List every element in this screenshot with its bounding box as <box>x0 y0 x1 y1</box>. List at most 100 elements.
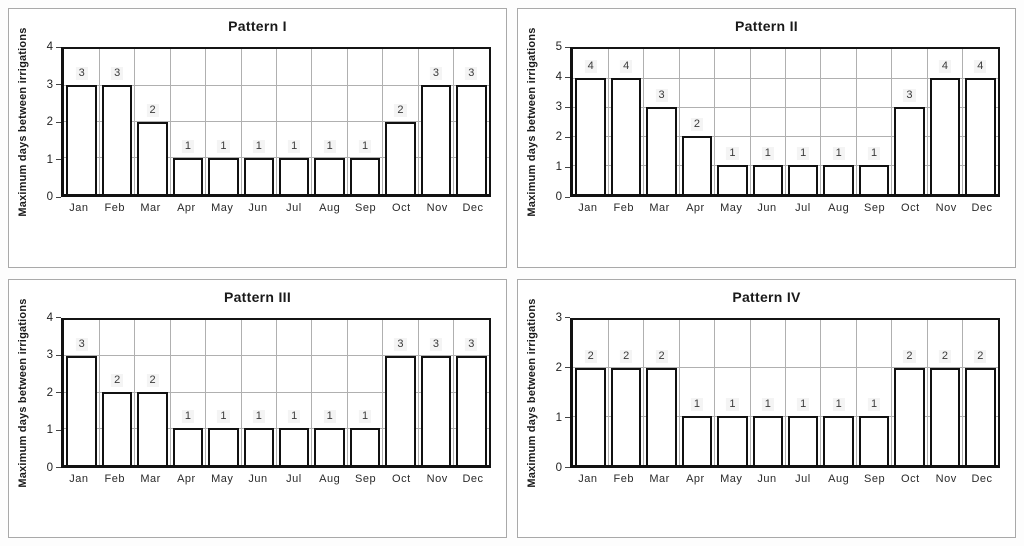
x-tick-label-feb: Feb <box>613 202 634 214</box>
y-tick-mark <box>565 366 570 368</box>
gridline-vertical <box>382 319 384 465</box>
bar-value-label: 1 <box>323 410 336 424</box>
bar-jan <box>66 355 97 465</box>
gridline-vertical <box>785 319 786 465</box>
bar-value-label: 1 <box>797 147 810 160</box>
chart-title: Pattern II <box>735 18 798 34</box>
y-tick-mark <box>565 76 570 78</box>
bar-value-label: 4 <box>938 60 951 73</box>
y-tick-mark <box>56 467 61 468</box>
bar-sep <box>858 165 890 194</box>
gridline-vertical <box>820 319 822 465</box>
y-tick-label: 3 <box>555 101 562 113</box>
y-axis-ticks: 0 1 2 3 <box>546 312 570 474</box>
bar-value-label: 2 <box>620 349 633 363</box>
gridline-vertical <box>98 319 100 465</box>
bar-value-label: 1 <box>358 139 372 153</box>
x-tick-label-may: May <box>720 472 743 485</box>
bar-aug <box>314 428 345 465</box>
bar-value-label: 1 <box>726 147 739 160</box>
gridline-vertical <box>962 319 964 465</box>
x-tick-label-dec: Dec <box>971 202 993 214</box>
bar-value-label: 1 <box>217 139 230 153</box>
bar-value-label: 4 <box>974 60 987 73</box>
bar-value-label: 4 <box>620 60 633 73</box>
y-tick-label: 1 <box>555 411 562 424</box>
x-tick-label-may: May <box>720 202 743 214</box>
gridline-vertical <box>607 319 609 465</box>
gridline-vertical <box>134 319 136 465</box>
x-tick-label-apr: Apr <box>177 472 196 485</box>
bar-apr <box>172 428 204 465</box>
y-tick-mark <box>565 136 570 138</box>
chart-body: Maximum days between irrigations 0 1 2 3 4 3… <box>9 27 506 217</box>
y-tick-label: 0 <box>555 191 562 203</box>
y-tick-mark <box>565 166 570 168</box>
y-tick-label: 1 <box>555 161 562 173</box>
y-tick-mark <box>565 317 570 318</box>
y-tick-mark <box>56 196 61 198</box>
gridline-vertical <box>98 49 100 194</box>
gridline-vertical <box>382 49 384 194</box>
gridline-vertical <box>134 49 136 194</box>
x-tick-label-oct: Oct <box>392 472 411 485</box>
x-tick-label-jul: Jul <box>286 472 302 485</box>
bar-jun <box>752 165 784 194</box>
x-tick-label-jul: Jul <box>795 202 811 214</box>
x-tick-label-mar: Mar <box>140 202 161 214</box>
bar-value-label: 1 <box>832 398 845 412</box>
y-tick-label: 0 <box>46 191 53 203</box>
gridline-vertical <box>891 49 893 194</box>
gridline-vertical <box>678 49 680 194</box>
chart-title: Pattern III <box>223 288 292 305</box>
x-tick-label-jan: Jan <box>578 472 598 485</box>
gridline-vertical <box>205 49 207 194</box>
gridline-vertical <box>785 49 786 194</box>
x-tick-label-nov: Nov <box>935 202 957 214</box>
bar-sep <box>858 416 890 465</box>
bar-apr <box>172 157 204 194</box>
x-tick-label-jan: Jan <box>69 472 89 485</box>
y-tick-label: 1 <box>46 153 53 166</box>
bar-dec <box>965 78 996 194</box>
bar-value-label: 3 <box>394 337 407 351</box>
bar-value-label: 3 <box>655 89 668 102</box>
gridline-vertical <box>643 49 645 194</box>
x-tick-label-jun: Jun <box>248 472 268 485</box>
x-tick-label-nov: Nov <box>426 202 448 214</box>
gridline-vertical <box>820 49 822 194</box>
y-axis-label: Maximum days between irrigations <box>17 297 29 488</box>
y-tick-label: 0 <box>555 461 562 474</box>
gridline-vertical <box>346 49 348 194</box>
y-axis-label-box: Maximum days between irrigations <box>518 27 546 216</box>
y-tick-mark <box>56 317 61 318</box>
x-tick-label-oct: Oct <box>901 472 920 485</box>
x-axis-labels: Jan Feb Mar Apr May Jun Jul Aug Sep Oct Nov Dec <box>61 473 491 485</box>
gridline-vertical <box>417 319 419 465</box>
bar-oct <box>385 121 416 194</box>
bar-value-label: 2 <box>903 349 916 363</box>
x-axis-end-spacer <box>491 473 506 485</box>
chart-panel-pattern-1: Pattern I Maximum days between irrigatio… <box>8 8 507 268</box>
bar-jun <box>243 157 275 194</box>
x-tick-label-jan: Jan <box>69 202 89 214</box>
bar-value-label: 3 <box>465 337 478 351</box>
x-axis: Jan Feb Mar Apr May Jun Jul Aug Sep Oct Nov Dec <box>9 473 506 485</box>
bar-value-label: 2 <box>938 349 951 363</box>
y-tick-mark <box>56 121 61 123</box>
y-tick-label: 0 <box>46 461 53 474</box>
y-axis-label: Maximum days between irrigations <box>17 27 29 217</box>
bar-value-label: 2 <box>655 349 668 363</box>
x-tick-label-dec: Dec <box>462 472 484 485</box>
bar-mar <box>137 121 168 194</box>
bar-nov <box>929 78 961 194</box>
x-axis: Jan Feb Mar Apr May Jun Jul Aug Sep Oct Nov Dec <box>9 202 506 214</box>
bar-jan <box>66 85 97 194</box>
bar-value-label: 1 <box>252 139 265 153</box>
gridline-vertical <box>749 319 751 465</box>
gridline-vertical <box>607 49 609 194</box>
x-axis-end-spacer <box>491 202 506 214</box>
plot-area: 4 4 3 2 1 1 1 1 1 3 4 4 <box>570 47 1000 197</box>
y-axis-label-box: Maximum days between irrigations <box>9 27 37 216</box>
